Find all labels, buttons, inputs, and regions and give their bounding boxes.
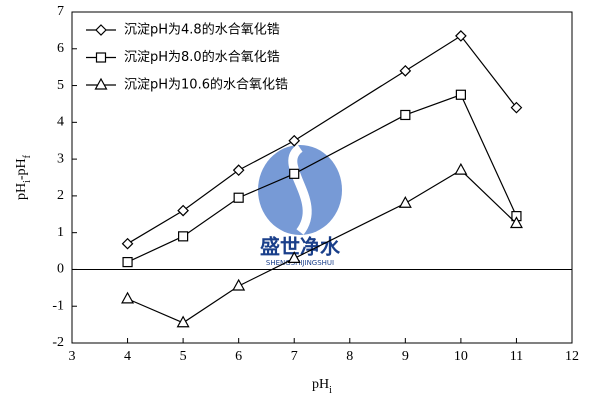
marker xyxy=(510,101,523,114)
y-tick-label: 1 xyxy=(57,225,64,240)
x-tick-label: 9 xyxy=(402,349,409,364)
legend-marker xyxy=(94,77,108,90)
x-tick-label: 11 xyxy=(510,349,523,364)
marker xyxy=(122,256,133,268)
y-tick-label: 0 xyxy=(57,262,64,277)
marker xyxy=(176,315,190,328)
marker xyxy=(509,216,523,229)
x-tick-label: 6 xyxy=(235,349,242,364)
marker xyxy=(232,164,245,176)
marker xyxy=(287,251,301,264)
y-tick-label: -1 xyxy=(52,298,64,313)
label-subscript: f xyxy=(22,154,33,158)
marker xyxy=(398,195,412,208)
x-tick-label: 7 xyxy=(291,349,298,364)
y-tick-label: 6 xyxy=(57,41,64,56)
y-tick-label: 5 xyxy=(57,78,64,93)
marker xyxy=(399,64,412,77)
plot-frame xyxy=(71,11,573,344)
marker xyxy=(454,162,468,175)
marker xyxy=(455,30,467,42)
x-tick-label: 10 xyxy=(454,349,468,364)
label-subscript: i xyxy=(22,180,33,183)
x-tick-label: 5 xyxy=(180,349,187,364)
marker xyxy=(232,278,246,291)
label-text: pH xyxy=(14,183,29,200)
y-tick-label: 3 xyxy=(57,151,64,166)
y-tick-label: 2 xyxy=(57,188,64,203)
watermark-swirl xyxy=(288,144,312,235)
legend-label: 沉淀pH为4.8的水合氧化锆 xyxy=(124,22,280,38)
x-axis-label: pHi xyxy=(312,377,332,396)
label-subscript: i xyxy=(329,385,332,396)
legend-label: 沉淀pH为10.6的水合氧化锆 xyxy=(124,77,288,93)
legend-label: 沉淀pH为8.0的水合氧化锆 xyxy=(124,49,280,65)
marker xyxy=(400,109,411,121)
label-text: pH xyxy=(312,377,329,392)
y-tick-label: 7 xyxy=(57,4,64,19)
marker xyxy=(233,192,244,203)
marker xyxy=(455,89,466,100)
marker xyxy=(289,168,300,179)
label-text: -pH xyxy=(14,158,29,180)
legend-marker xyxy=(95,24,107,36)
x-tick-label: 12 xyxy=(565,349,579,364)
marker xyxy=(177,204,189,217)
legend-marker xyxy=(95,52,107,63)
x-tick-label: 3 xyxy=(69,349,76,364)
watermark-title: 盛世净水 xyxy=(260,235,341,259)
marker xyxy=(288,134,301,147)
y-tick-label: 4 xyxy=(57,115,64,130)
marker xyxy=(121,291,135,304)
x-tick-label: 4 xyxy=(124,349,131,364)
marker xyxy=(178,231,189,242)
y-tick-label: -2 xyxy=(52,335,64,350)
x-tick-label: 8 xyxy=(346,349,353,364)
y-axis-label: pHi-pHf xyxy=(14,154,33,200)
marker xyxy=(121,237,134,250)
